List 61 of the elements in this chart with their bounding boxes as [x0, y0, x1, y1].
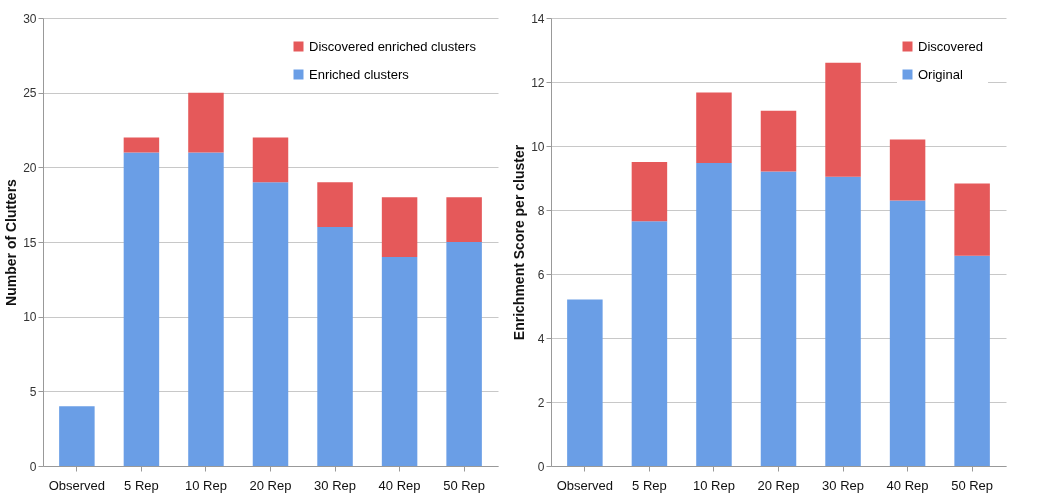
y-tick-label: 6	[537, 267, 545, 282]
bar	[252, 137, 289, 183]
x-tick-label: 20 Rep	[757, 477, 800, 493]
y-tick-label: 0	[29, 459, 37, 474]
x-tick-label: 40 Rep	[378, 477, 421, 493]
bar	[696, 162, 732, 466]
x-tick-label: 20 Rep	[249, 477, 292, 493]
x-tick-label: 30 Rep	[314, 477, 356, 493]
bar	[696, 92, 732, 163]
x-tick-label: Observed	[556, 477, 614, 493]
bar	[317, 227, 353, 466]
legend-label: Enriched clusters	[309, 66, 410, 82]
x-tick-label: 40 Rep	[886, 477, 929, 493]
bar	[59, 406, 95, 466]
x-tick-label: 10 Rep	[185, 477, 227, 493]
y-tick-label: 10	[23, 310, 37, 325]
bar	[825, 62, 861, 177]
y-tick-label: 30	[23, 11, 37, 26]
x-tick-label: 50 Rep	[443, 477, 486, 493]
bar	[446, 197, 482, 242]
bar	[631, 162, 668, 222]
y-tick-label: 2	[537, 395, 545, 410]
bar	[317, 182, 353, 228]
bar	[631, 221, 668, 466]
y-tick-label: 4	[537, 331, 545, 346]
y-tick-label: 15	[23, 235, 37, 250]
y-tick-label: 5	[29, 384, 37, 399]
bar	[889, 139, 926, 201]
legend-label: Discovered enriched clusters	[309, 38, 477, 54]
y-tick-label: 12	[531, 75, 545, 90]
y-tick-label: 25	[23, 86, 37, 101]
y-tick-label: 8	[537, 203, 545, 218]
legend-label: Original	[918, 66, 963, 82]
bar	[252, 182, 289, 466]
bar	[760, 110, 797, 172]
legend-label: Discovered	[918, 38, 984, 54]
bar	[381, 256, 418, 466]
x-tick-label: 5 Rep	[124, 477, 159, 493]
y-axis-title: Enrichment Score per cluster	[511, 144, 528, 341]
y-tick-label: 10	[531, 139, 545, 154]
bar	[825, 176, 861, 466]
bar	[446, 242, 482, 466]
x-tick-label: 30 Rep	[822, 477, 864, 493]
y-tick-label: 0	[537, 459, 545, 474]
bar	[760, 171, 797, 466]
y-tick-label: 20	[23, 160, 37, 175]
bar	[188, 92, 224, 153]
y-axis-title: Number of Clutters	[3, 178, 20, 306]
bar	[889, 200, 926, 466]
x-tick-label: 50 Rep	[951, 477, 994, 493]
bar	[123, 137, 160, 153]
bar	[954, 255, 990, 466]
bar	[567, 299, 603, 466]
y-tick-label: 14	[531, 11, 545, 26]
bar	[954, 183, 990, 256]
x-tick-label: Observed	[48, 477, 106, 493]
bar	[381, 197, 418, 257]
bar	[123, 152, 160, 466]
x-tick-label: 5 Rep	[632, 477, 667, 493]
x-tick-label: 10 Rep	[693, 477, 735, 493]
bar	[188, 152, 224, 466]
